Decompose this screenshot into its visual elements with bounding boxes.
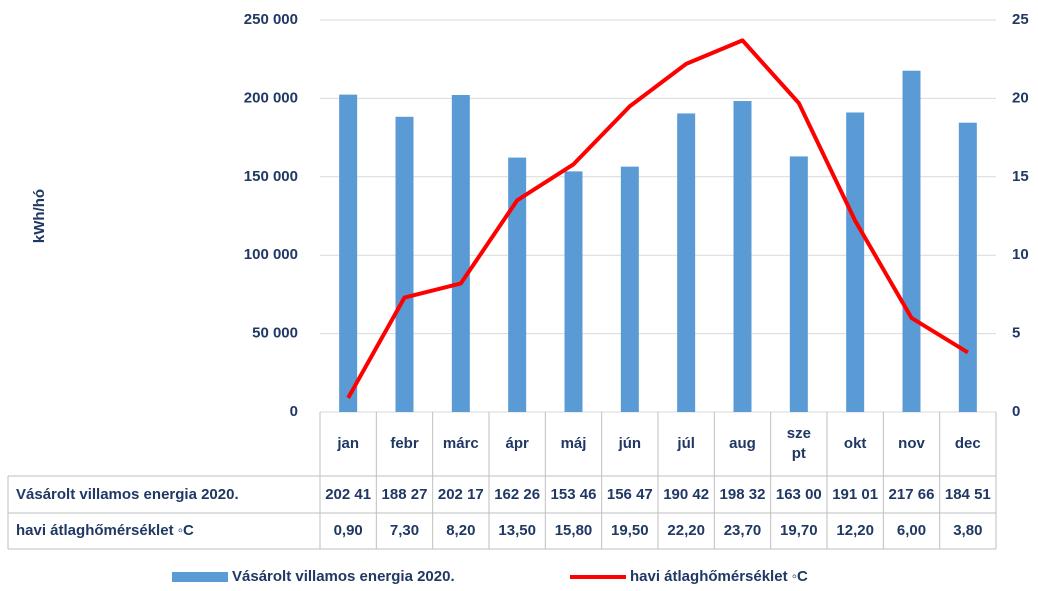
table-cell: 202 17 bbox=[438, 486, 484, 503]
bar bbox=[846, 112, 865, 412]
table-cell: 3,80 bbox=[953, 522, 982, 539]
table-cell: 153 46 bbox=[551, 486, 597, 503]
bar bbox=[677, 113, 696, 412]
table-cell: 191 01 bbox=[832, 486, 878, 503]
x-tick-label: febr bbox=[390, 435, 419, 452]
x-tick-label: máj bbox=[561, 435, 587, 452]
y-tick-label: 0 bbox=[290, 403, 298, 420]
y-tick-label: 50 000 bbox=[252, 325, 298, 342]
table-cell: 163 00 bbox=[776, 486, 822, 503]
table-cell: 13,50 bbox=[498, 522, 536, 539]
bar bbox=[564, 171, 583, 412]
y-axis-title: kWh/hó bbox=[31, 189, 48, 243]
bar bbox=[339, 94, 358, 412]
table-cell: 22,20 bbox=[667, 522, 705, 539]
y2-tick-label: 25 bbox=[1012, 11, 1029, 28]
x-tick-label: sze pt bbox=[787, 425, 811, 462]
table-cell: 188 27 bbox=[382, 486, 428, 503]
x-tick-label: júl bbox=[676, 435, 695, 452]
x-tick-label: jún bbox=[618, 435, 642, 452]
y-tick-label: 250 000 bbox=[244, 11, 298, 28]
bar bbox=[958, 122, 977, 412]
x-tick-label: márc bbox=[443, 435, 479, 452]
bar bbox=[789, 156, 808, 412]
table-cell: 217 66 bbox=[889, 486, 935, 503]
y2-tick-label: 10 bbox=[1012, 246, 1029, 263]
line bbox=[346, 38, 969, 399]
x-tick-label: ápr bbox=[505, 435, 529, 452]
table-row-label: havi átlaghőmérséklet ◦C bbox=[16, 522, 194, 539]
legend-swatch bbox=[172, 572, 228, 582]
table-row-label: Vásárolt villamos energia 2020. bbox=[16, 486, 239, 503]
bar bbox=[508, 157, 527, 412]
legend-label: Vásárolt villamos energia 2020. bbox=[232, 568, 455, 585]
table-cell: 7,30 bbox=[390, 522, 419, 539]
bar bbox=[733, 101, 752, 412]
table-cell: 0,90 bbox=[334, 522, 363, 539]
y2-tick-label: 0 bbox=[1012, 403, 1020, 420]
y2-tick-label: 20 bbox=[1012, 89, 1029, 106]
legend-label: havi átlaghőmérséklet ◦C bbox=[630, 568, 808, 585]
bar bbox=[395, 116, 414, 413]
table-cell: 162 26 bbox=[494, 486, 540, 503]
y-tick-label: 150 000 bbox=[244, 168, 298, 185]
x-tick-label: okt bbox=[844, 435, 867, 452]
y2-tick-label: 15 bbox=[1012, 168, 1029, 185]
x-tick-label: aug bbox=[729, 435, 756, 452]
y-tick-label: 200 000 bbox=[244, 89, 298, 106]
bar bbox=[451, 94, 470, 412]
table-cell: 12,20 bbox=[836, 522, 874, 539]
bar bbox=[902, 70, 921, 413]
x-tick-label: dec bbox=[955, 435, 981, 452]
table-cell: 15,80 bbox=[555, 522, 593, 539]
bar bbox=[620, 166, 639, 412]
table-cell: 202 41 bbox=[325, 486, 371, 503]
y-tick-label: 100 000 bbox=[244, 246, 298, 263]
table-cell: 198 32 bbox=[720, 486, 766, 503]
table-cell: 6,00 bbox=[897, 522, 926, 539]
table-cell: 156 47 bbox=[607, 486, 653, 503]
table-cell: 184 51 bbox=[945, 486, 991, 503]
table-cell: 19,70 bbox=[780, 522, 818, 539]
table-cell: 23,70 bbox=[724, 522, 762, 539]
y2-tick-label: 5 bbox=[1012, 325, 1020, 342]
x-tick-label: jan bbox=[336, 435, 359, 452]
table-cell: 190 42 bbox=[663, 486, 709, 503]
x-tick-label: nov bbox=[898, 435, 925, 452]
table-cell: 8,20 bbox=[446, 522, 475, 539]
table-cell: 19,50 bbox=[611, 522, 649, 539]
